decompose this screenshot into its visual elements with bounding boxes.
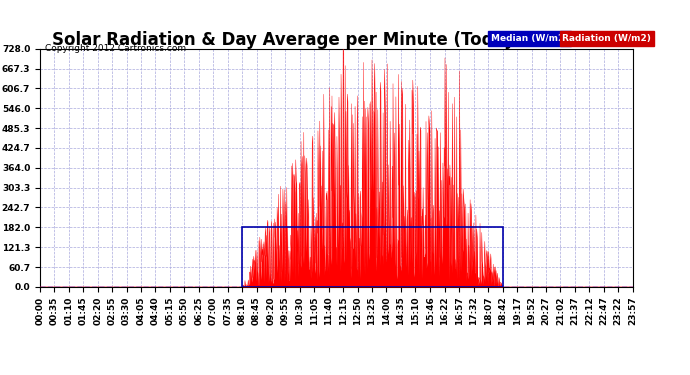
Text: Copyright 2012 Cartronics.com: Copyright 2012 Cartronics.com <box>45 44 186 52</box>
Title: Solar Radiation & Day Average per Minute (Today) 20120816: Solar Radiation & Day Average per Minute… <box>52 31 621 49</box>
Text: Median (W/m2): Median (W/m2) <box>491 34 569 43</box>
Text: Radiation (W/m2): Radiation (W/m2) <box>562 34 651 43</box>
Bar <box>242 227 503 287</box>
